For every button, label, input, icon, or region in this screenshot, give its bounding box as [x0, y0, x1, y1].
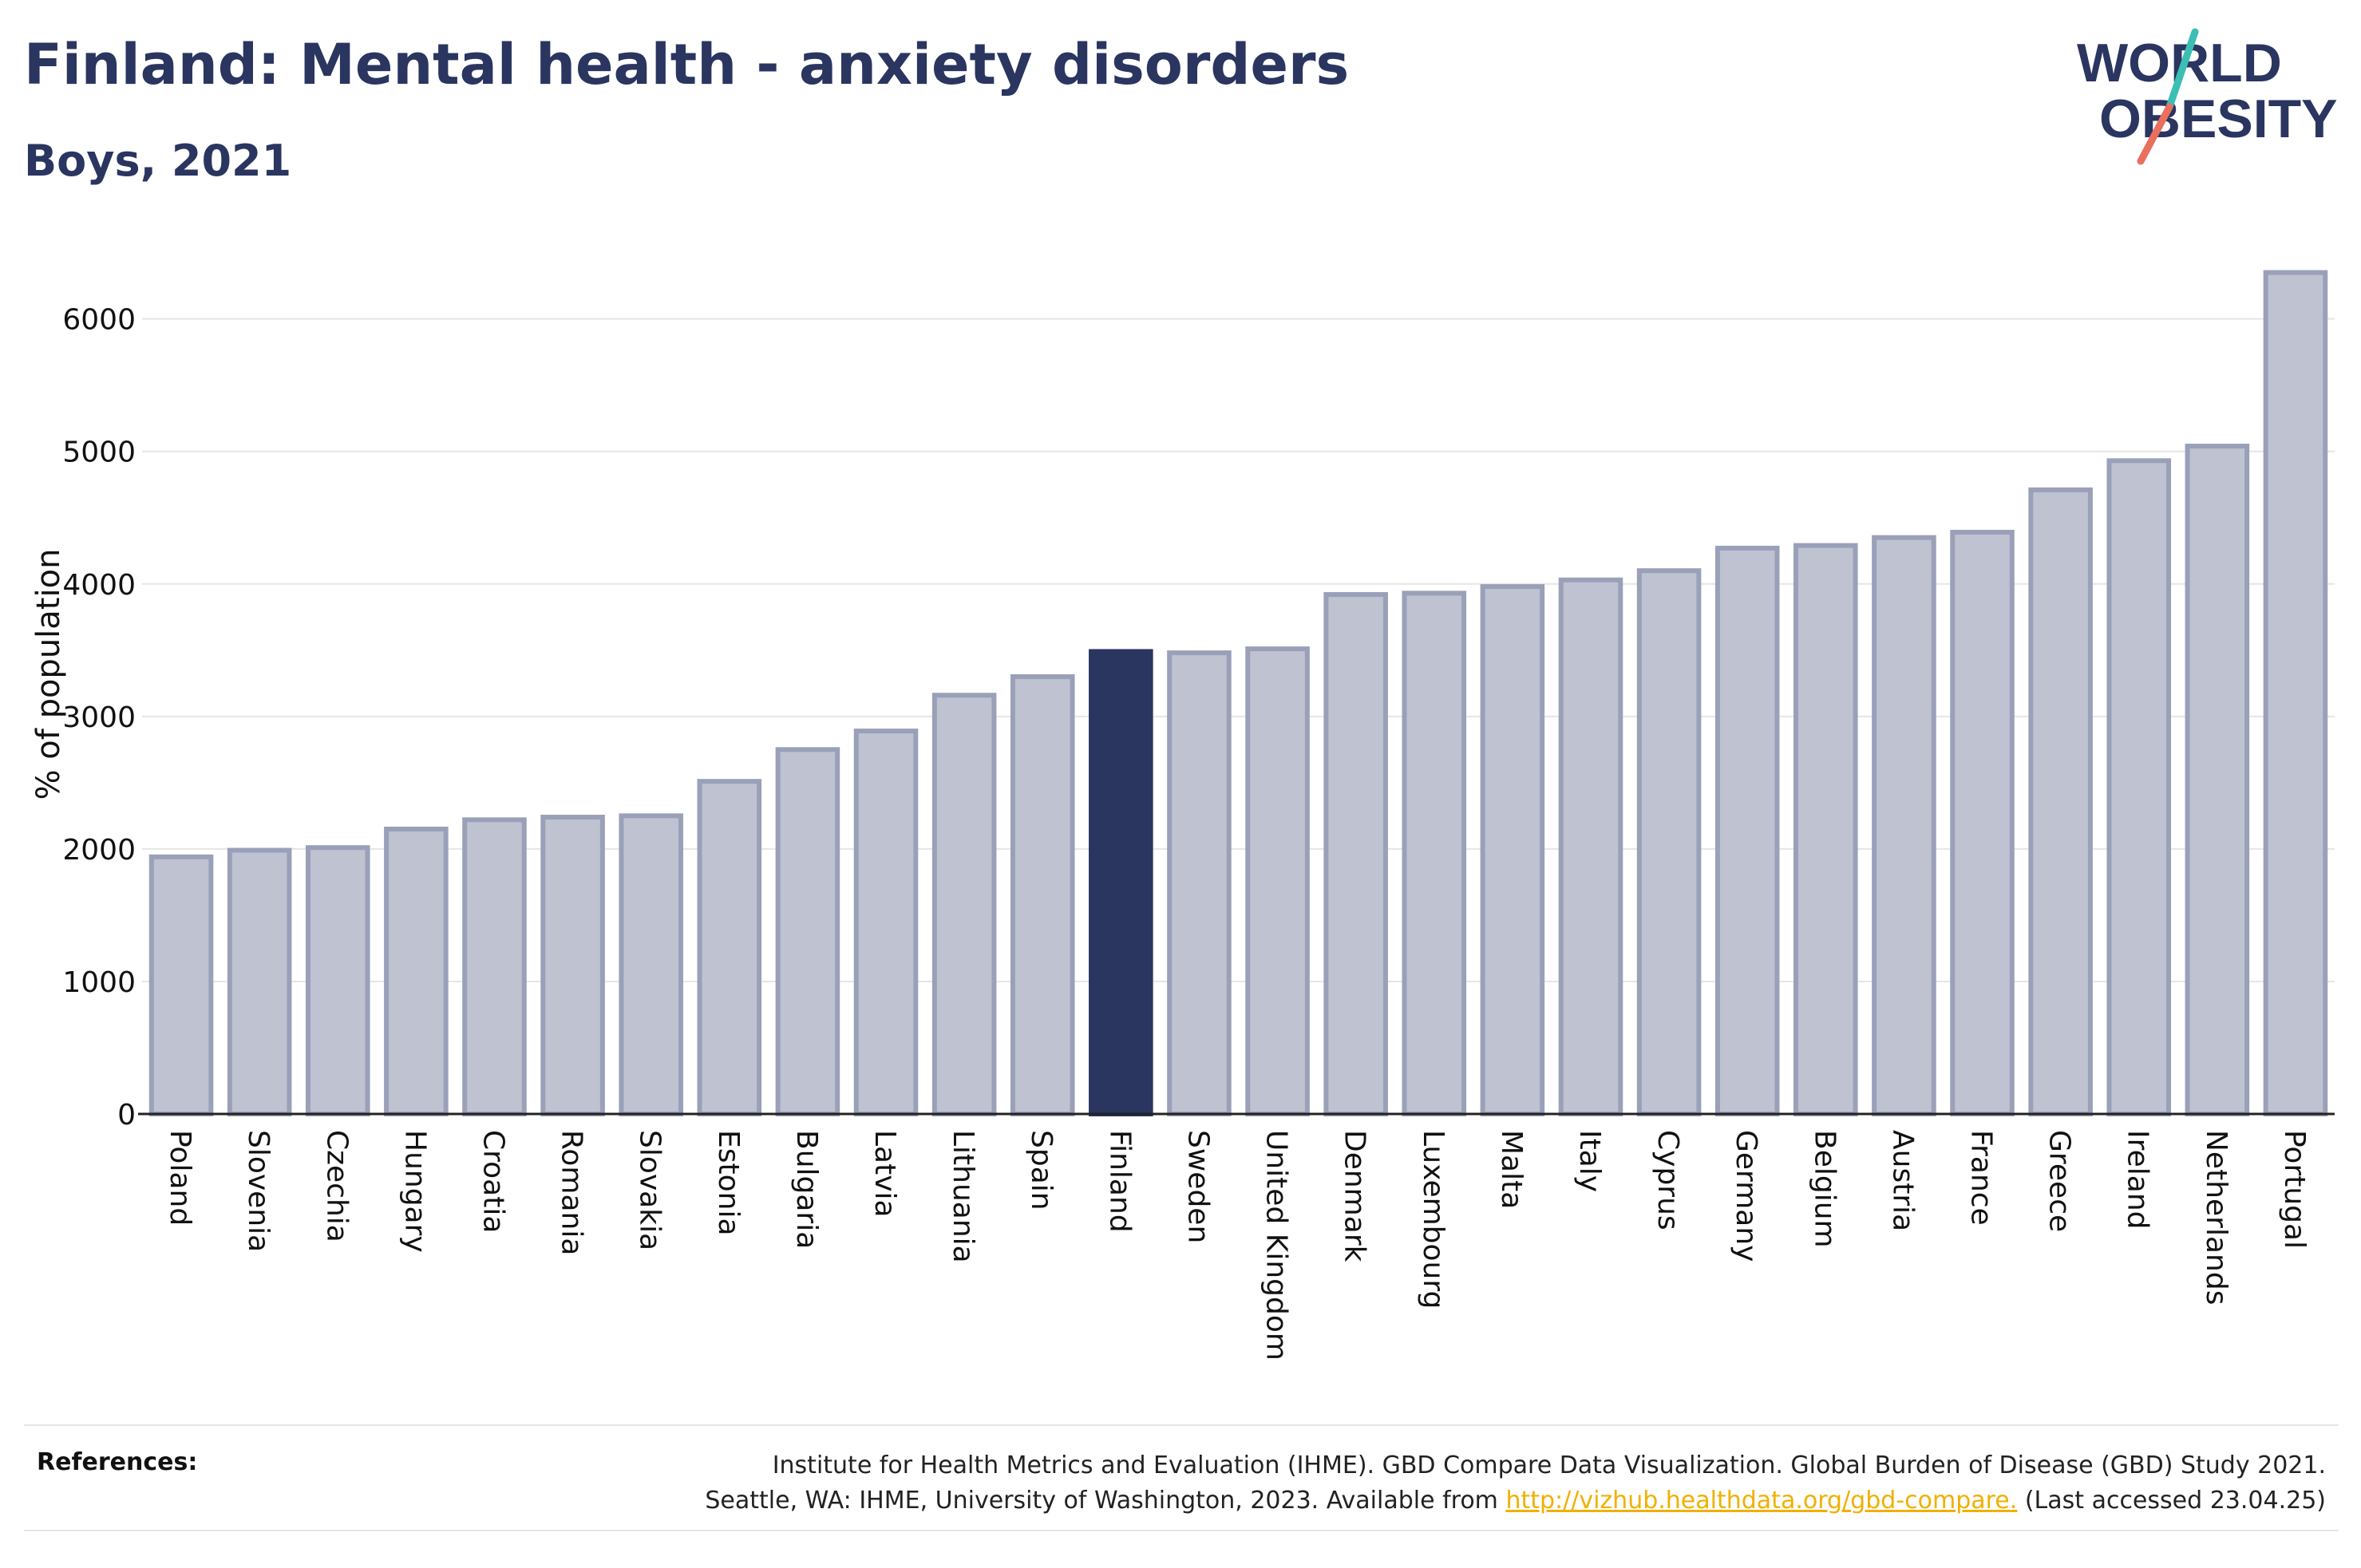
x-tick-label: Denmark	[1339, 1130, 1371, 1262]
references-label: References:	[37, 1448, 198, 1476]
y-tick-label: 5000	[62, 436, 136, 469]
bar-malta	[1480, 584, 1545, 1116]
bar-chart: 0 1000 2000 3000 4000 5000 6000 Poland Slovenia C…	[30, 270, 2335, 1361]
references-panel: References: Institute for Health Metrics…	[24, 1424, 2339, 1531]
x-tick-label: Greece	[2043, 1130, 2076, 1232]
logo-slash-teal	[2165, 28, 2199, 111]
bar-slovakia	[619, 813, 683, 1116]
x-tick-label: Hungary	[398, 1130, 431, 1253]
x-tick-label: Croatia	[477, 1130, 509, 1233]
page-title: Finland: Mental health - anxiety disorde…	[24, 32, 1350, 97]
bar-sweden	[1167, 650, 1232, 1116]
x-tick-label: Romania	[556, 1130, 588, 1255]
x-tick-label: United Kingdom	[1260, 1130, 1293, 1361]
x-tick-label: Spain	[1025, 1130, 1058, 1211]
references-line2-suffix: (Last accessed 23.04.25)	[2017, 1487, 2326, 1515]
x-tick-label: Slovenia	[242, 1130, 275, 1252]
bar-france	[1950, 529, 2015, 1116]
y-tick-label: 6000	[62, 304, 136, 337]
bar-denmark	[1323, 592, 1388, 1116]
references-line2-prefix: Seattle, WA: IHME, University of Washing…	[705, 1487, 1506, 1515]
x-tick-label: Austria	[1886, 1130, 1919, 1231]
x-tick-label: Malta	[1495, 1130, 1528, 1209]
x-tick-label: Poland	[164, 1130, 196, 1226]
references-line2: Seattle, WA: IHME, University of Washing…	[705, 1483, 2326, 1519]
bar-luxembourg	[1402, 590, 1467, 1116]
references-text: Institute for Health Metrics and Evaluat…	[705, 1448, 2326, 1519]
x-tick-label: Finland	[1103, 1130, 1136, 1233]
references-link[interactable]: http://vizhub.healthdata.org/gbd-compare…	[1505, 1487, 2018, 1515]
bar-cyprus	[1636, 568, 1702, 1116]
page-subtitle: Boys, 2021	[24, 136, 292, 186]
x-tick-label: Lithuania	[947, 1130, 979, 1263]
world-obesity-logo: WORLD OBESITY	[2077, 28, 2338, 165]
x-tick-label: Slovakia	[634, 1130, 666, 1250]
x-tick-label: Italy	[1573, 1130, 1606, 1192]
x-tick-label: Belgium	[1808, 1130, 1841, 1248]
bar-greece	[2028, 487, 2093, 1116]
bar-germany	[1714, 545, 1780, 1116]
bar-austria	[1872, 535, 1936, 1116]
bar-romania	[540, 815, 605, 1117]
references-line1: Institute for Health Metrics and Evaluat…	[772, 1451, 2326, 1479]
bar-bulgaria	[775, 747, 840, 1116]
x-tick-label: Bulgaria	[790, 1130, 823, 1249]
bar-belgium	[1793, 543, 1858, 1116]
bar-estonia	[697, 779, 762, 1116]
bar-lithuania	[931, 693, 997, 1116]
logo-word-obesity: OBESITY	[2099, 89, 2338, 149]
bar-united-kingdom	[1245, 646, 1310, 1116]
x-tick-label: Germany	[1730, 1130, 1762, 1262]
logo-slash-coral	[2137, 103, 2173, 165]
x-tick-label: Czechia	[320, 1130, 353, 1242]
x-tick-label: Ireland	[2122, 1130, 2154, 1230]
bar-latvia	[853, 729, 919, 1116]
bar-netherlands	[2185, 444, 2250, 1116]
x-tick-label: Estonia	[712, 1130, 745, 1236]
y-tick-label: 2000	[62, 834, 136, 867]
y-axis-label: % of population	[30, 549, 67, 800]
bar-poland	[148, 854, 214, 1116]
bar-italy	[1558, 577, 1623, 1116]
y-tick-label: 4000	[62, 569, 136, 602]
bar-spain	[1010, 674, 1075, 1116]
bar-finland	[1089, 649, 1153, 1116]
x-tick-label: Sweden	[1181, 1130, 1214, 1243]
bar-slovenia	[227, 847, 292, 1117]
y-tick-label: 3000	[62, 701, 136, 734]
x-tick-label: Luxembourg	[1417, 1130, 1449, 1309]
x-tick-label: Netherlands	[2200, 1130, 2232, 1305]
x-tick-label: France	[1965, 1130, 1998, 1226]
x-tick-label: Latvia	[868, 1130, 901, 1218]
bar-croatia	[462, 817, 527, 1116]
x-tick-label: Portugal	[2278, 1130, 2311, 1249]
y-tick-label: 1000	[62, 966, 136, 999]
y-tick-label: 0	[117, 1099, 136, 1132]
bar-czechia	[305, 845, 370, 1116]
bar-hungary	[384, 826, 449, 1117]
x-tick-label: Cyprus	[1651, 1130, 1684, 1230]
bar-portugal	[2263, 270, 2328, 1116]
bar-ireland	[2106, 458, 2172, 1116]
